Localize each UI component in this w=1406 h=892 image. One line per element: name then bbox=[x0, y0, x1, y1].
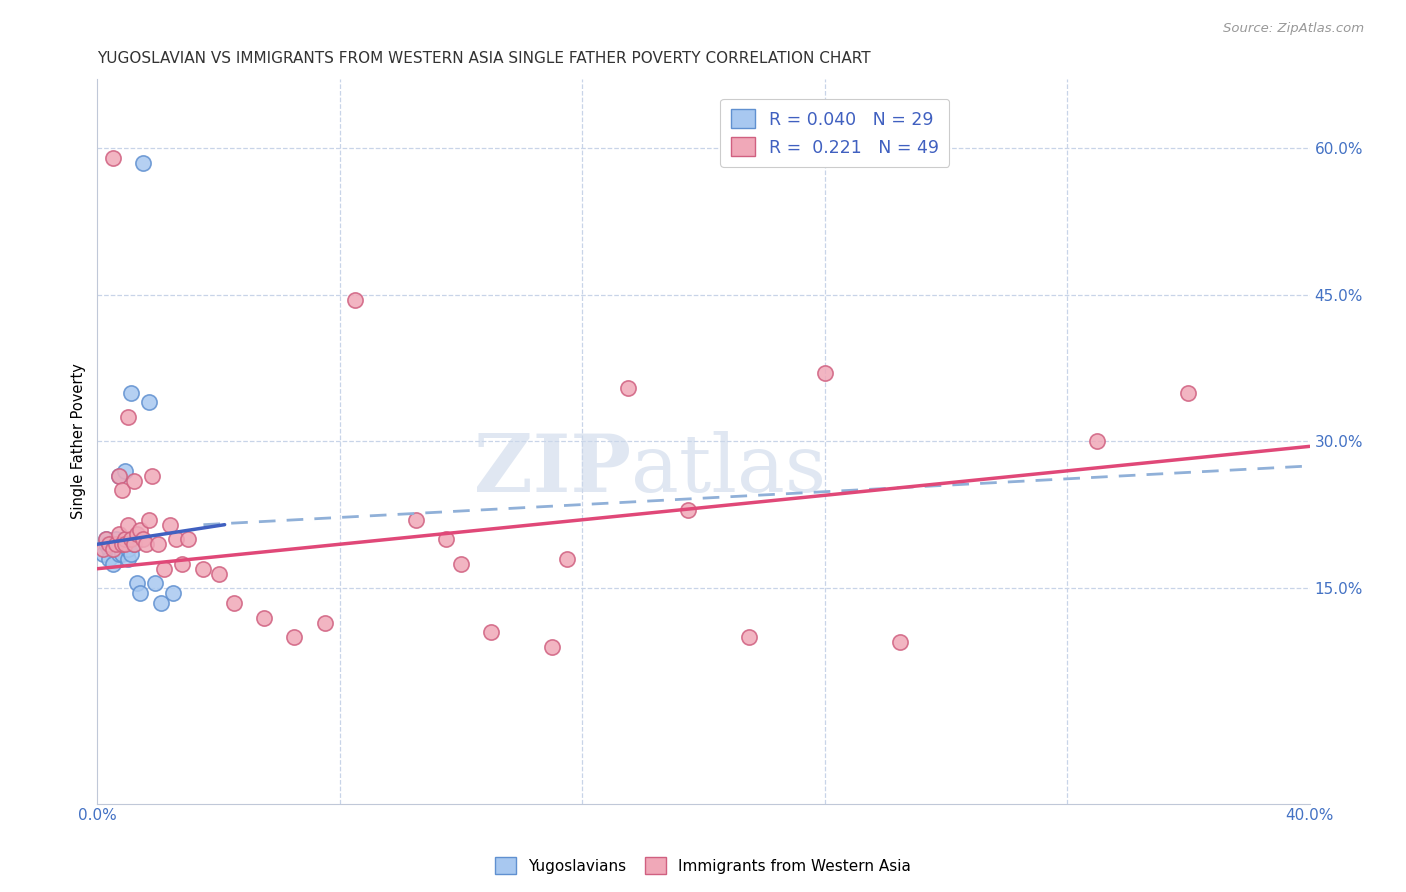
Point bbox=[125, 576, 148, 591]
Point bbox=[555, 552, 578, 566]
Point bbox=[98, 542, 121, 557]
Point bbox=[146, 537, 169, 551]
Point bbox=[141, 468, 163, 483]
Point bbox=[107, 537, 129, 551]
Y-axis label: Single Father Poverty: Single Father Poverty bbox=[72, 364, 86, 519]
Point bbox=[96, 537, 118, 551]
Point bbox=[93, 542, 115, 557]
Point bbox=[172, 557, 194, 571]
Point bbox=[96, 533, 118, 547]
Point bbox=[165, 533, 187, 547]
Point bbox=[125, 527, 148, 541]
Point bbox=[122, 537, 145, 551]
Point bbox=[117, 537, 139, 551]
Point bbox=[177, 533, 200, 547]
Point bbox=[114, 533, 136, 547]
Text: YUGOSLAVIAN VS IMMIGRANTS FROM WESTERN ASIA SINGLE FATHER POVERTY CORRELATION CH: YUGOSLAVIAN VS IMMIGRANTS FROM WESTERN A… bbox=[97, 51, 870, 66]
Point bbox=[117, 517, 139, 532]
Text: Source: ZipAtlas.com: Source: ZipAtlas.com bbox=[1223, 22, 1364, 36]
Point bbox=[101, 151, 124, 165]
Point bbox=[114, 533, 136, 547]
Point bbox=[107, 468, 129, 483]
Point bbox=[541, 640, 564, 654]
Point bbox=[128, 586, 150, 600]
Point bbox=[101, 557, 124, 571]
Point bbox=[222, 596, 245, 610]
Point bbox=[450, 557, 472, 571]
Point bbox=[678, 503, 700, 517]
Legend: Yugoslavians, Immigrants from Western Asia: Yugoslavians, Immigrants from Western As… bbox=[489, 851, 917, 880]
Point bbox=[283, 630, 305, 644]
Point bbox=[110, 547, 132, 561]
Point bbox=[162, 586, 184, 600]
Text: atlas: atlas bbox=[631, 432, 825, 509]
Point bbox=[1087, 434, 1109, 449]
Point bbox=[98, 552, 121, 566]
Point bbox=[132, 155, 155, 169]
Point bbox=[122, 537, 145, 551]
Point bbox=[117, 552, 139, 566]
Point bbox=[143, 576, 166, 591]
Point bbox=[107, 527, 129, 541]
Point bbox=[101, 542, 124, 557]
Point bbox=[738, 630, 761, 644]
Point bbox=[1177, 385, 1199, 400]
Point bbox=[128, 523, 150, 537]
Point bbox=[122, 474, 145, 488]
Point bbox=[110, 483, 132, 498]
Point bbox=[314, 615, 336, 630]
Point bbox=[616, 381, 638, 395]
Point bbox=[120, 547, 142, 561]
Point bbox=[120, 533, 142, 547]
Point bbox=[193, 562, 215, 576]
Point bbox=[343, 293, 366, 307]
Point bbox=[479, 625, 502, 640]
Point bbox=[104, 542, 127, 557]
Point bbox=[135, 537, 157, 551]
Point bbox=[153, 562, 176, 576]
Point bbox=[107, 468, 129, 483]
Point bbox=[98, 537, 121, 551]
Point bbox=[159, 517, 181, 532]
Point bbox=[104, 533, 127, 547]
Point bbox=[101, 537, 124, 551]
Point bbox=[107, 547, 129, 561]
Point bbox=[104, 537, 127, 551]
Point bbox=[207, 566, 229, 581]
Point bbox=[132, 533, 155, 547]
Point bbox=[150, 596, 173, 610]
Text: ZIP: ZIP bbox=[474, 432, 631, 509]
Point bbox=[110, 537, 132, 551]
Point bbox=[114, 537, 136, 551]
Point bbox=[93, 547, 115, 561]
Point bbox=[138, 395, 160, 409]
Legend: R = 0.040   N = 29, R =  0.221   N = 49: R = 0.040 N = 29, R = 0.221 N = 49 bbox=[720, 99, 949, 167]
Point bbox=[114, 464, 136, 478]
Point bbox=[253, 610, 276, 624]
Point bbox=[814, 366, 837, 380]
Point bbox=[117, 410, 139, 425]
Point bbox=[96, 533, 118, 547]
Point bbox=[120, 385, 142, 400]
Point bbox=[138, 513, 160, 527]
Point bbox=[889, 635, 911, 649]
Point bbox=[434, 533, 457, 547]
Point bbox=[405, 513, 427, 527]
Point bbox=[110, 537, 132, 551]
Point bbox=[117, 542, 139, 557]
